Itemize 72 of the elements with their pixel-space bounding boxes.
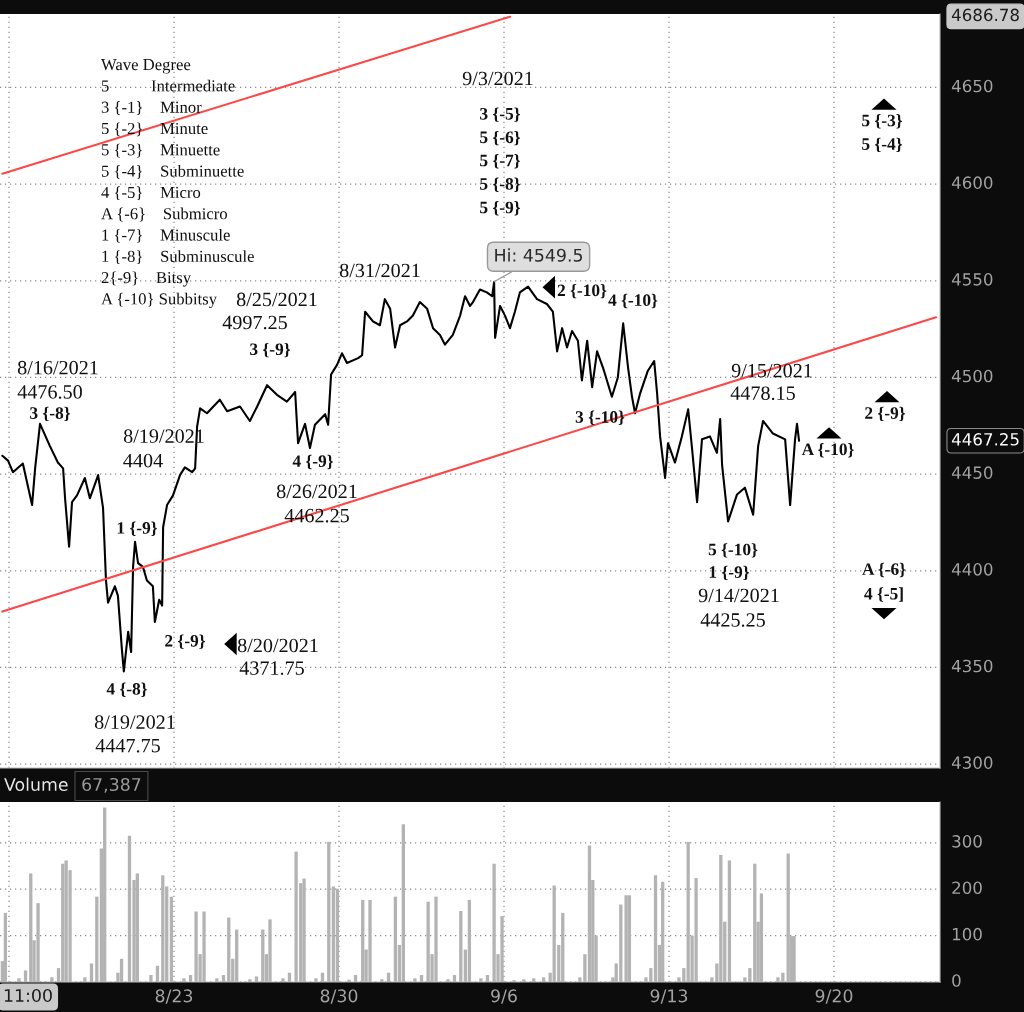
annotation: A {-10} Subbitsy [101,292,217,308]
annotation: 4447.75 [95,738,160,753]
annotation: 5 {-8} [480,177,521,192]
y-tick-label: 0 [952,974,961,987]
y-tick-label: 4550 [951,273,993,286]
y-tick-label: 4350 [951,659,993,673]
annotation: 8/31/2021 [339,263,420,278]
annotation: 4 {-5} Micro [101,186,201,201]
annotation: 3 {-10} [575,410,625,425]
annotation: 5 {-9} [480,201,521,216]
annotation: 3 {-5} [480,107,521,122]
annotation: 4404 [123,453,163,468]
annotation: 9/14/2021 [698,588,779,603]
annotation: 2 {-9} [865,406,906,422]
annotation: 5 {-10} [708,543,758,558]
annotation: A {-10} [801,443,854,458]
annotation: 3 {-9} [250,342,291,358]
x-tick-label: 9/6 [491,989,517,1004]
annotation: 5 {-4} Subminuette [101,165,244,179]
annotation: 4478.15 [730,386,795,401]
y-tick-label: 300 [952,835,982,848]
text: 11:00 [4,988,52,1003]
annotation: 5 {-7} [480,154,521,169]
annotation: 8/19/2021 [94,715,175,729]
y-tick-label: 200 [952,881,982,895]
annotation: 3 {-8} [30,406,71,422]
annotation: 4997.25 [222,315,287,330]
annotation: 1 {-8} Subminuscule [102,250,254,265]
annotation: 1 {-9} [709,565,750,581]
annotation: 1 {-7} Minuscule [102,228,230,243]
annotation: 4425.25 [700,613,765,627]
x-tick-label: 9/20 [815,989,853,1004]
annotation: 9/3/2021 [462,71,533,86]
annotation: 5 {-6} [480,130,521,146]
annotation: 4371.75 [239,661,304,675]
y-tick-label: 100 [952,927,982,941]
y-tick-label: 4500 [951,369,993,383]
x-tick-label: 8/30 [320,989,358,1004]
annotation: 8/25/2021 [236,292,317,307]
chart-subtitle: 67,387 [82,777,141,793]
annotation: 4 {-9} [292,454,334,470]
y-tick-label: 4650 [951,79,993,93]
annotation: Hi: 4549.5 [495,248,583,262]
annotation: 8/20/2021 [237,638,318,653]
annotation: 5 {-2} Minute [101,122,208,137]
annotation: 5 {-4} [862,137,903,153]
annotation: 5 {-3} Minuette [101,143,220,158]
y-tick-label: 4467.25 [951,433,1019,446]
y-tick-label: 4300 [951,756,993,769]
annotation: 2 {-9} [165,634,206,649]
annotation: 2{-9} Bitsy [101,271,192,287]
y-tick-label: 4400 [951,563,993,576]
annotation: 4476.50 [17,385,82,399]
annotation: A {-6} [862,562,906,578]
annotation: 4 {-8} [106,682,148,697]
annotation: 5 {-3} [862,114,903,129]
annotation: Wave Degree [101,59,191,74]
x-tick-label: 8/23 [155,989,193,1004]
chart-title: Volume [4,777,68,792]
y-tick-label: 4686.78 [951,8,1019,22]
annotation: A {-6} Submicro [101,207,228,222]
annotation: 1 {-9} [117,521,158,536]
y-tick-label: 4600 [951,176,993,189]
x-tick-label: 9/13 [650,989,688,1004]
annotation: 5 Intermediate [101,79,235,92]
y-tick-label: 4450 [951,466,993,479]
annotation: 4 {-10} [608,293,658,309]
annotation: 4 {-5] [864,587,903,602]
annotation: 8/16/2021 [17,360,98,375]
annotation: 2 {-10} [557,283,607,299]
annotation: 8/26/2021 [276,484,357,499]
annotation: 3 {-1} Minor [101,101,202,115]
